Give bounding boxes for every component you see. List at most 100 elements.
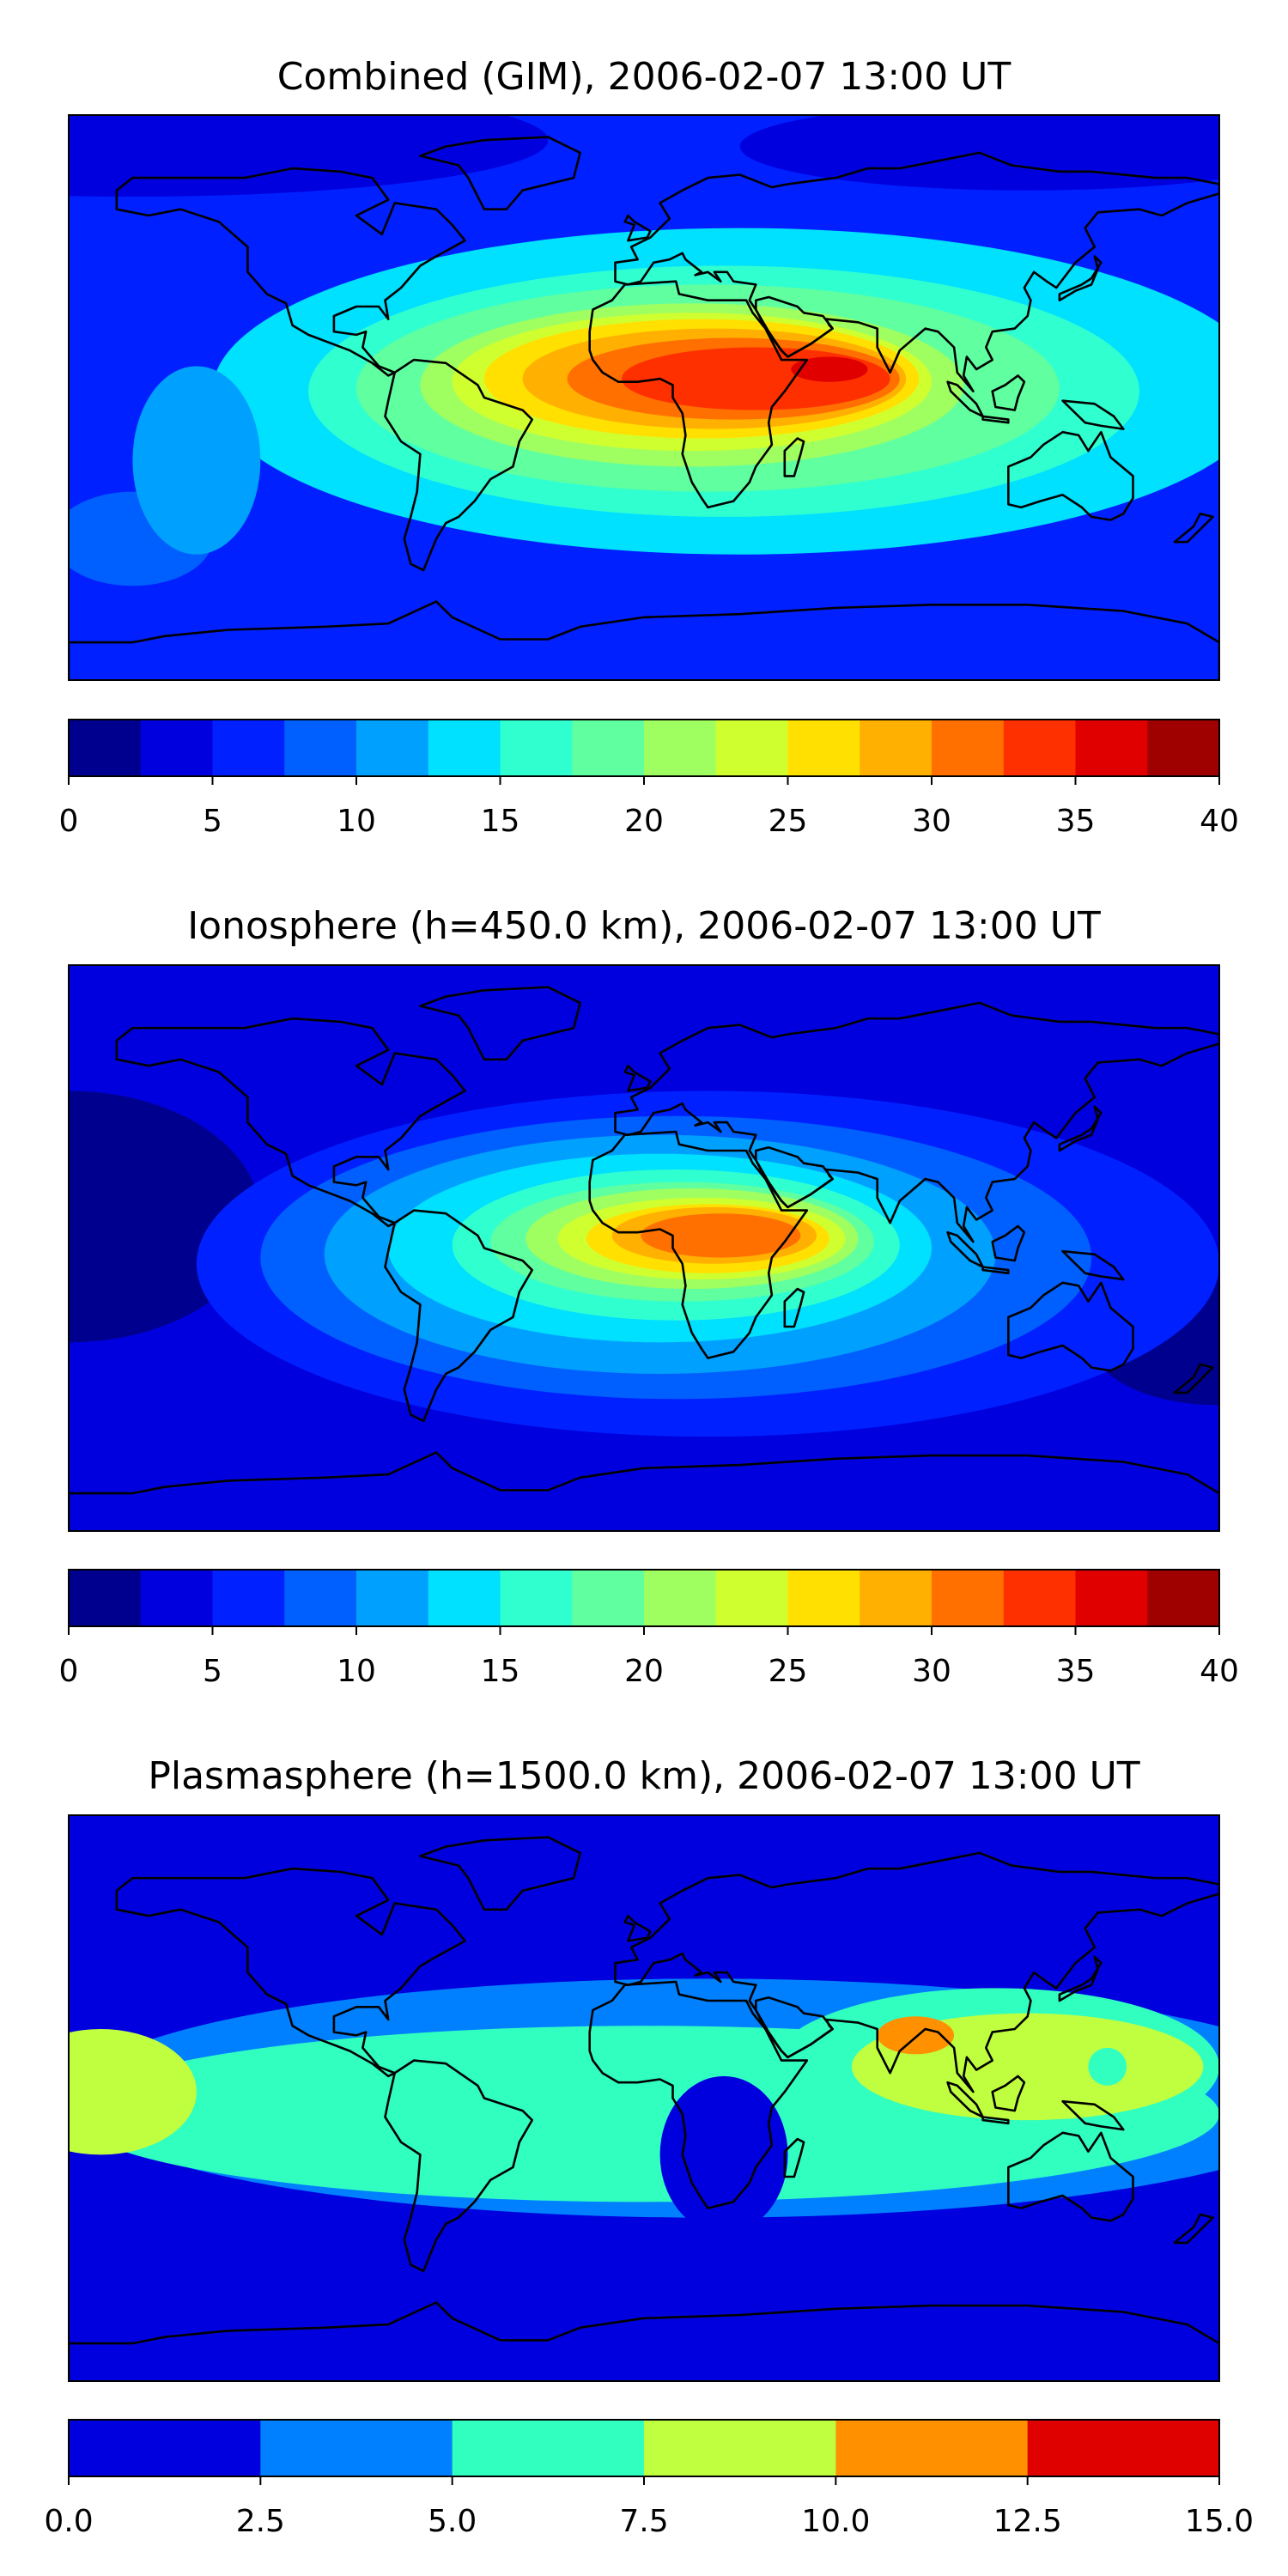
colorbar-swatch	[1075, 1570, 1148, 1626]
colorbar-swatch	[1075, 720, 1148, 776]
contour-region	[132, 366, 261, 555]
coastline-uk	[623, 214, 652, 242]
coastline-new-zealand	[1173, 513, 1214, 544]
map-frame	[68, 964, 1220, 1532]
colorbar-swatch	[212, 1570, 285, 1626]
coastline-new-zealand	[1173, 2213, 1214, 2245]
coastline-north-america	[115, 1017, 466, 1228]
coastline-japan	[1058, 255, 1103, 301]
panel-title: Combined (GIM), 2006-02-07 13:00 UT	[277, 55, 1012, 99]
colorbar-swatch	[284, 1570, 357, 1626]
colorbar-swatch	[860, 720, 933, 776]
colorbar-swatch	[500, 720, 573, 776]
coastline-europe-asia	[614, 1851, 1219, 2093]
coastline-arabia	[755, 1146, 834, 1209]
colorbar-swatch	[1003, 1570, 1076, 1626]
coastline-new-guinea	[1061, 2099, 1125, 2131]
colorbar-swatch	[787, 1570, 860, 1626]
colorbar-tick-label: 2.5	[236, 2504, 285, 2539]
coastlines	[69, 1836, 1219, 2381]
colorbar-tick-label: 30	[912, 1654, 951, 1689]
coastline-new-guinea	[1061, 1249, 1125, 1281]
coastline-indonesia-java	[981, 1266, 1010, 1275]
map-frame	[68, 1814, 1220, 2382]
contour-region	[791, 356, 868, 382]
coastlines	[69, 986, 1219, 1531]
colorbar-tick-label: 20	[624, 1654, 664, 1689]
coastline-japan	[1058, 1105, 1103, 1152]
coastline-africa	[588, 1130, 809, 1359]
colorbar-tick-label: 30	[912, 804, 951, 839]
colorbar-swatch	[787, 720, 860, 776]
colorbar-tick-label: 20	[624, 804, 664, 839]
contour-region	[877, 2016, 955, 2055]
colorbar-tick-label: 10.0	[801, 2504, 870, 2539]
coastline-australia	[1007, 1281, 1134, 1372]
coastline-madagascar	[783, 437, 805, 477]
colorbar-swatch	[1027, 2420, 1220, 2476]
colorbar: 0 5 10 15 20 25 30 35 40	[59, 719, 1239, 839]
colorbar-swatch	[835, 2420, 1029, 2476]
coastline-japan	[1058, 1955, 1103, 2002]
colorbar-tick-label: 7.5	[619, 2504, 668, 2539]
map-contours	[69, 115, 1219, 680]
panel-combined: Combined (GIM), 2006-02-07 13:00 UT 0 5 10…	[59, 55, 1239, 839]
colorbar-swatch	[932, 1570, 1005, 1626]
colorbar-swatch	[356, 1570, 429, 1626]
coastline-north-america	[115, 1867, 466, 2078]
coastline-antarctica	[69, 2301, 1219, 2381]
colorbar-swatch	[500, 1570, 573, 1626]
coastlines	[69, 136, 1219, 680]
coastline-antarctica	[69, 1451, 1219, 1531]
panel-ionosphere: Ionosphere (h=450.0 km), 2006-02-07 13:0…	[59, 904, 1239, 1689]
colorbar-swatch	[452, 2420, 645, 2476]
coastline-greenland	[419, 136, 581, 210]
colorbar-tick-label: 0	[59, 1654, 79, 1689]
contour-region	[69, 2028, 197, 2155]
colorbar-swatch	[212, 720, 285, 776]
colorbar-swatch	[69, 1570, 142, 1626]
coastline-arabia	[755, 295, 834, 358]
colorbar-tick-label: 40	[1200, 1654, 1239, 1689]
colorbar-tick-label: 40	[1200, 804, 1239, 839]
coastline-indonesia-java	[981, 2116, 1010, 2125]
coastline-north-america	[115, 167, 466, 377]
colorbar: 0 5 10 15 20 25 30 35 40	[59, 1569, 1239, 1689]
panel-plasmasphere: Plasmasphere (h=1500.0 km), 2006-02-07 1…	[44, 1754, 1254, 2539]
colorbar-swatch	[260, 2420, 453, 2476]
colorbar: 0.0 2.5 5.0 7.5 10.0 12.5 15.0	[44, 2419, 1254, 2539]
colorbar-swatch	[428, 1570, 501, 1626]
map-frame	[68, 114, 1220, 681]
coastline-europe-asia	[614, 151, 1219, 392]
coastline-new-zealand	[1173, 1363, 1214, 1394]
colorbar-swatch	[69, 2420, 261, 2476]
coastline-indonesia-borneo	[991, 1224, 1026, 1262]
colorbar-swatch	[284, 720, 357, 776]
coastline-south-america	[384, 2059, 533, 2273]
colorbar-swatch	[572, 1570, 645, 1626]
colorbar-tick-label: 35	[1056, 1654, 1096, 1689]
coastline-australia	[1007, 430, 1134, 521]
coastline-south-america	[384, 358, 533, 572]
coastline-uk	[623, 1914, 652, 1942]
coastline-madagascar	[783, 2137, 805, 2178]
colorbar-swatch	[715, 1570, 788, 1626]
colorbar-tick-label: 15	[481, 1654, 520, 1689]
colorbar-tick-label: 12.5	[993, 2504, 1062, 2539]
colorbar-swatch	[644, 720, 717, 776]
coastline-africa	[588, 280, 809, 509]
colorbar-swatch	[1147, 720, 1220, 776]
map-contours	[69, 1815, 1219, 2381]
coastline-indonesia-java	[981, 415, 1010, 424]
colorbar-tick-label: 15	[481, 804, 520, 839]
coastline-greenland	[419, 1836, 581, 1911]
colorbar-tick-label: 35	[1056, 804, 1096, 839]
colorbar-swatch	[644, 2420, 836, 2476]
coastline-africa	[588, 1980, 809, 2209]
colorbar-swatch	[715, 720, 788, 776]
colorbar-swatch	[69, 720, 142, 776]
colorbar-swatch	[428, 720, 501, 776]
coastline-indonesia-borneo	[991, 2075, 1026, 2112]
contour-region	[1088, 2047, 1127, 2086]
